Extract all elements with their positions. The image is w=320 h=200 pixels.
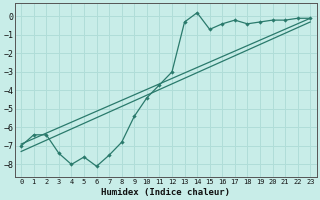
X-axis label: Humidex (Indice chaleur): Humidex (Indice chaleur) [101,188,230,197]
